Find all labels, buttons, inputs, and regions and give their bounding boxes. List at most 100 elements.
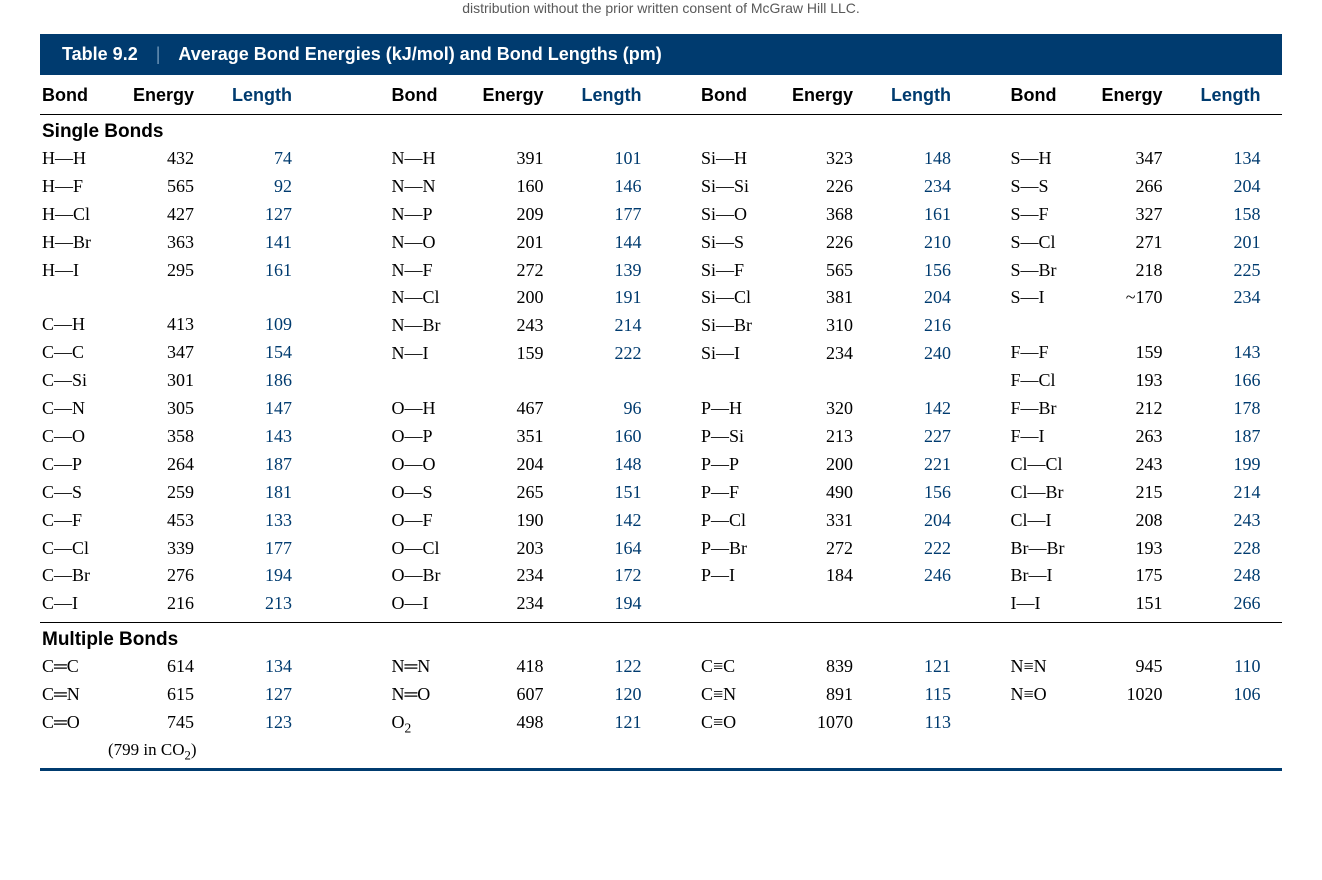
length-cell: 109 — [212, 311, 292, 339]
length-cell: 234 — [1181, 284, 1261, 312]
energy-cell: 264 — [132, 451, 212, 479]
table-row: H—F56592 — [42, 173, 352, 201]
table-row — [42, 284, 352, 311]
table-row: O—H46796 — [392, 395, 662, 423]
energy-cell: 193 — [1101, 367, 1181, 395]
length-cell: 158 — [1181, 201, 1261, 229]
copyright-line: distribution without the prior written c… — [40, 0, 1282, 34]
table-row: Br—Br193228 — [1011, 535, 1281, 563]
table-row: C—F453133 — [42, 507, 352, 535]
energy-cell: 339 — [132, 535, 212, 563]
bond-cell: N—P — [392, 201, 482, 229]
table-row: P—P200221 — [701, 451, 971, 479]
bond-cell: N—H — [392, 145, 482, 173]
length-cell: 204 — [871, 507, 951, 535]
energy-cell: 266 — [1101, 173, 1181, 201]
col-bond-label: Bond — [42, 85, 132, 106]
length-cell: 177 — [562, 201, 642, 229]
bond-cell: O—I — [392, 590, 482, 618]
energy-cell: 218 — [1101, 257, 1181, 285]
bond-cell: C—S — [42, 479, 132, 507]
energy-cell: 243 — [1101, 451, 1181, 479]
col-energy-label: Energy — [132, 85, 212, 106]
energy-cell: 263 — [1101, 423, 1181, 451]
length-cell: 96 — [562, 395, 642, 423]
table-row: C—O358143 — [42, 423, 352, 451]
table-title: Average Bond Energies (kJ/mol) and Bond … — [178, 44, 661, 65]
single-col-2: N—H391101N—N160146N—P209177N—O201144N—F2… — [352, 145, 662, 618]
col-length-label: Length — [871, 85, 951, 106]
table-row: C═N615127 — [42, 681, 352, 709]
energy-cell: 226 — [791, 173, 871, 201]
bond-cell: N═O — [392, 681, 482, 709]
bond-cell: C—H — [42, 311, 132, 339]
length-cell: 181 — [212, 479, 292, 507]
energy-cell: 259 — [132, 479, 212, 507]
energy-cell: 453 — [132, 507, 212, 535]
length-cell: 156 — [871, 479, 951, 507]
col-header-group-3: Bond Energy Length — [661, 85, 971, 106]
length-cell: 113 — [871, 709, 951, 737]
multi-col-1: C═C614134C═N615127C═O745123(799 in CO2) — [42, 653, 352, 762]
length-cell: 204 — [871, 284, 951, 312]
bond-cell: C—P — [42, 451, 132, 479]
table-row: P—Br272222 — [701, 535, 971, 563]
bond-cell: O—Cl — [392, 535, 482, 563]
col-header-group-1: Bond Energy Length — [42, 85, 352, 106]
energy-cell: 159 — [1101, 339, 1181, 367]
table-row: C—H413109 — [42, 311, 352, 339]
table-row: I—I151266 — [1011, 590, 1281, 618]
bond-cell: N—O — [392, 229, 482, 257]
col-energy-label: Energy — [1101, 85, 1181, 106]
energy-cell: 490 — [791, 479, 871, 507]
bond-cell: Si—Br — [701, 312, 791, 340]
bond-cell: O—S — [392, 479, 482, 507]
bond-cell: O—H — [392, 395, 482, 423]
bond-cell: Si—S — [701, 229, 791, 257]
length-cell: 191 — [562, 284, 642, 312]
multi-col-2: N═N418122N═O607120O2498121 — [352, 653, 662, 762]
length-cell: 222 — [871, 535, 951, 563]
length-cell: 221 — [871, 451, 951, 479]
energy-cell: 209 — [482, 201, 562, 229]
bond-cell: N—N — [392, 173, 482, 201]
length-cell: 156 — [871, 257, 951, 285]
bond-cell: O2 — [392, 709, 482, 737]
single-col-3: Si—H323148Si—Si226234Si—O368161Si—S22621… — [661, 145, 971, 618]
bond-cell: Cl—I — [1011, 507, 1101, 535]
table-row: C—P264187 — [42, 451, 352, 479]
length-cell: 127 — [212, 201, 292, 229]
energy-cell: 381 — [791, 284, 871, 312]
bond-cell: Cl—Cl — [1011, 451, 1101, 479]
table-row: N—P209177 — [392, 201, 662, 229]
table-row: Br—I175248 — [1011, 562, 1281, 590]
energy-cell: 614 — [132, 653, 212, 681]
energy-cell: 391 — [482, 145, 562, 173]
energy-cell: 363 — [132, 229, 212, 257]
header-separator: | — [156, 44, 161, 65]
bond-cell: C—N — [42, 395, 132, 423]
energy-cell: 276 — [132, 562, 212, 590]
column-header-row: Bond Energy Length Bond Energy Length Bo… — [40, 75, 1282, 115]
length-cell: 146 — [562, 173, 642, 201]
bond-cell: Cl—Br — [1011, 479, 1101, 507]
bond-cell: H—Cl — [42, 201, 132, 229]
energy-cell: 323 — [791, 145, 871, 173]
length-cell: 141 — [212, 229, 292, 257]
bond-cell: P—Br — [701, 535, 791, 563]
table-row — [701, 368, 971, 395]
table-row: F—Cl193166 — [1011, 367, 1281, 395]
energy-cell: 200 — [791, 451, 871, 479]
bond-cell: Si—I — [701, 340, 791, 368]
length-cell: 147 — [212, 395, 292, 423]
col-energy-label: Energy — [482, 85, 562, 106]
bond-cell: S—Cl — [1011, 229, 1101, 257]
length-cell: 144 — [562, 229, 642, 257]
length-cell: 143 — [212, 423, 292, 451]
table-row: O—O204148 — [392, 451, 662, 479]
length-cell: 201 — [1181, 229, 1261, 257]
table-row: S—I~170234 — [1011, 284, 1281, 312]
table-row: Cl—I208243 — [1011, 507, 1281, 535]
length-cell: 139 — [562, 257, 642, 285]
bond-cell: C—Si — [42, 367, 132, 395]
